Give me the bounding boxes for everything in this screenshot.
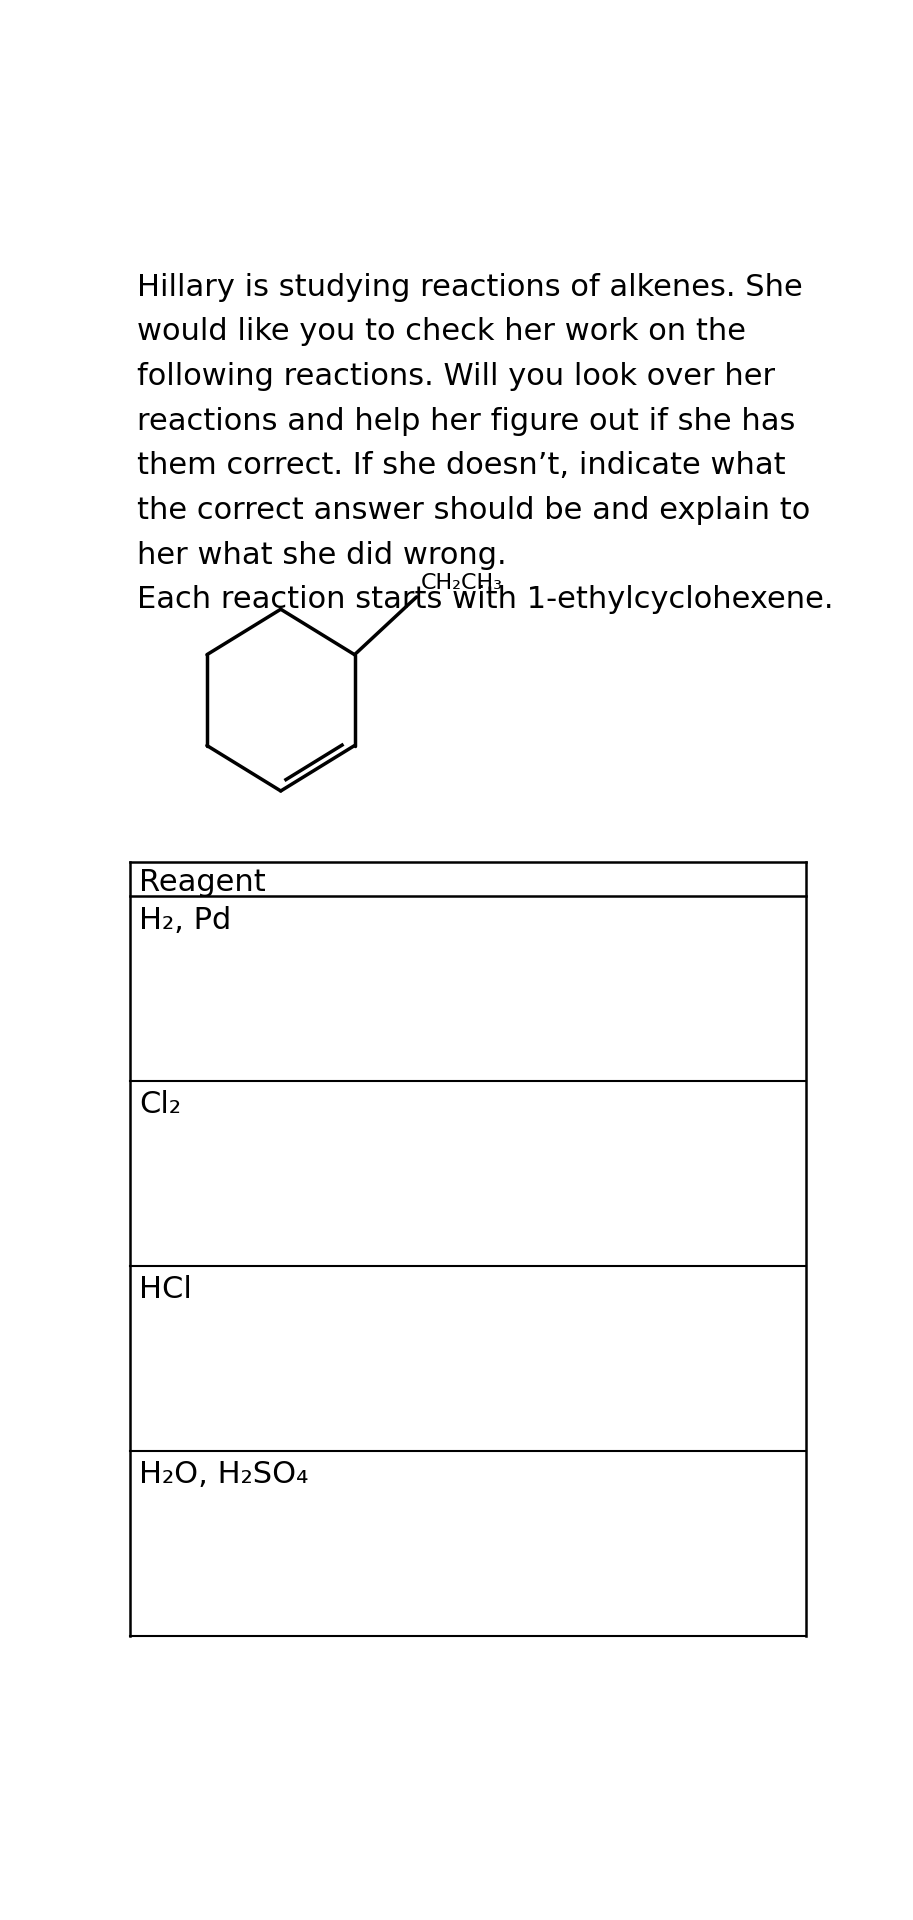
- Text: Hillary is studying reactions of alkenes. She: Hillary is studying reactions of alkenes…: [137, 273, 803, 301]
- Text: H₂O, H₂SO₄: H₂O, H₂SO₄: [139, 1459, 309, 1490]
- Text: the correct answer should be and explain to: the correct answer should be and explain…: [137, 495, 811, 524]
- Text: them correct. If she doesn’t, indicate what: them correct. If she doesn’t, indicate w…: [137, 451, 786, 480]
- Text: would like you to check her work on the: would like you to check her work on the: [137, 317, 746, 346]
- Text: HCl: HCl: [139, 1275, 192, 1304]
- Text: Cl₂: Cl₂: [139, 1091, 181, 1119]
- Text: H₂, Pd: H₂, Pd: [139, 906, 231, 935]
- Text: Reagent: Reagent: [139, 868, 266, 897]
- Text: her what she did wrong.: her what she did wrong.: [137, 541, 507, 570]
- Text: reactions and help her figure out if she has: reactions and help her figure out if she…: [137, 407, 796, 436]
- Text: Each reaction starts with 1-ethylcyclohexene.: Each reaction starts with 1-ethylcyclohe…: [137, 586, 834, 614]
- Text: following reactions. Will you look over her: following reactions. Will you look over …: [137, 363, 775, 392]
- Text: CH₂CH₃: CH₂CH₃: [421, 572, 502, 593]
